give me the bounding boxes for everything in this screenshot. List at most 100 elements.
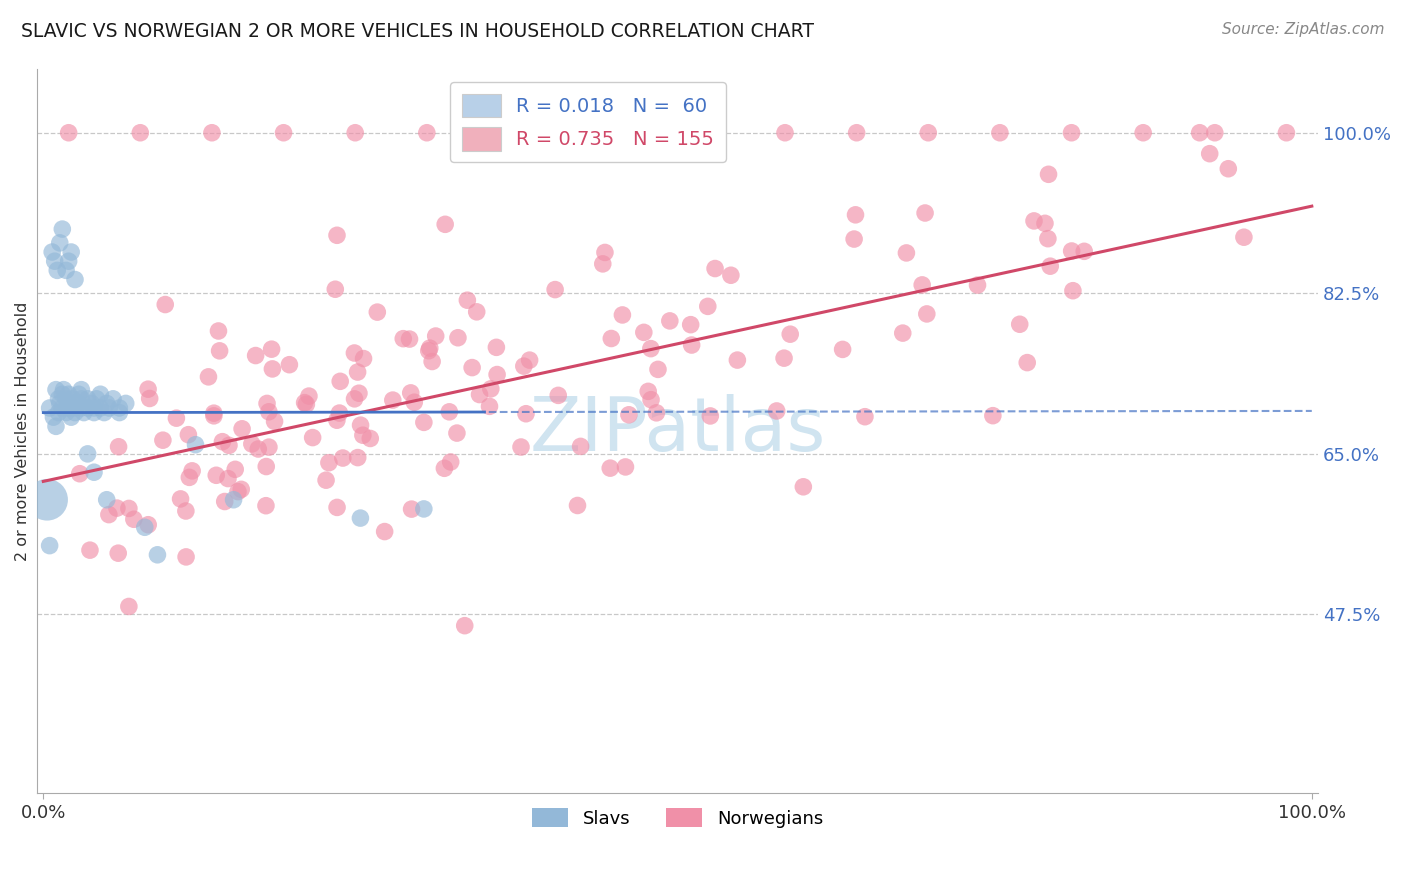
Point bbox=[48, 406, 70, 420]
Point bbox=[295, 397, 318, 411]
Point bbox=[155, 297, 177, 311]
Point bbox=[461, 360, 484, 375]
Point bbox=[118, 599, 141, 614]
Point bbox=[254, 459, 277, 474]
Point bbox=[55, 263, 77, 277]
Point bbox=[60, 401, 83, 415]
Point bbox=[779, 327, 801, 342]
Point bbox=[479, 382, 502, 396]
Point bbox=[1073, 244, 1095, 259]
Point bbox=[42, 410, 65, 425]
Point bbox=[792, 480, 814, 494]
Point bbox=[96, 492, 118, 507]
Point bbox=[599, 461, 621, 475]
Point bbox=[328, 406, 350, 420]
Point bbox=[51, 222, 73, 236]
Point bbox=[96, 396, 118, 410]
Point bbox=[174, 504, 197, 518]
Point bbox=[1188, 126, 1211, 140]
Point bbox=[412, 416, 434, 430]
Point bbox=[67, 396, 90, 410]
Point bbox=[612, 308, 634, 322]
Point bbox=[720, 268, 742, 283]
Point bbox=[56, 401, 79, 415]
Point bbox=[343, 392, 366, 406]
Point bbox=[58, 254, 80, 268]
Point bbox=[35, 492, 58, 507]
Point bbox=[70, 383, 93, 397]
Point bbox=[202, 406, 225, 420]
Point bbox=[600, 331, 623, 345]
Point bbox=[224, 462, 246, 476]
Point bbox=[240, 437, 263, 451]
Point bbox=[420, 354, 443, 368]
Point bbox=[208, 343, 231, 358]
Point bbox=[486, 368, 509, 382]
Point bbox=[107, 546, 129, 560]
Point bbox=[80, 396, 103, 410]
Point bbox=[425, 329, 447, 343]
Point bbox=[58, 396, 80, 410]
Point bbox=[366, 305, 388, 319]
Point bbox=[434, 217, 457, 231]
Point bbox=[83, 465, 105, 479]
Point bbox=[842, 232, 865, 246]
Point bbox=[202, 409, 225, 423]
Point bbox=[399, 385, 422, 400]
Point bbox=[844, 208, 866, 222]
Point bbox=[911, 277, 934, 292]
Point bbox=[211, 434, 233, 449]
Point bbox=[347, 386, 370, 401]
Point bbox=[301, 431, 323, 445]
Point bbox=[245, 349, 267, 363]
Point bbox=[273, 126, 295, 140]
Point bbox=[214, 494, 236, 508]
Point bbox=[681, 338, 703, 352]
Point bbox=[207, 324, 229, 338]
Point bbox=[419, 341, 441, 355]
Point bbox=[86, 392, 108, 406]
Point bbox=[49, 235, 72, 250]
Point bbox=[468, 387, 491, 401]
Point bbox=[915, 307, 938, 321]
Point bbox=[118, 501, 141, 516]
Point bbox=[515, 407, 537, 421]
Point bbox=[107, 440, 129, 454]
Point bbox=[76, 392, 98, 406]
Point bbox=[831, 343, 853, 357]
Point bbox=[83, 406, 105, 420]
Point bbox=[773, 351, 796, 366]
Point bbox=[433, 461, 456, 475]
Point bbox=[988, 126, 1011, 140]
Point bbox=[48, 392, 70, 406]
Point bbox=[129, 126, 152, 140]
Point bbox=[231, 483, 253, 497]
Point bbox=[136, 517, 159, 532]
Point bbox=[41, 245, 63, 260]
Point bbox=[45, 383, 67, 397]
Point bbox=[73, 406, 96, 420]
Point bbox=[79, 543, 101, 558]
Point bbox=[696, 299, 718, 313]
Point bbox=[640, 392, 662, 407]
Point bbox=[1233, 230, 1256, 244]
Point bbox=[1060, 244, 1083, 258]
Point bbox=[260, 342, 283, 356]
Point bbox=[456, 293, 478, 308]
Point bbox=[592, 257, 614, 271]
Point bbox=[83, 401, 105, 415]
Point bbox=[896, 246, 918, 260]
Point bbox=[558, 126, 581, 140]
Point bbox=[46, 263, 69, 277]
Point bbox=[63, 406, 86, 420]
Text: Source: ZipAtlas.com: Source: ZipAtlas.com bbox=[1222, 22, 1385, 37]
Point bbox=[704, 261, 727, 276]
Point bbox=[315, 473, 337, 487]
Point bbox=[98, 401, 121, 415]
Point bbox=[1039, 259, 1062, 273]
Point bbox=[1198, 146, 1220, 161]
Point bbox=[70, 401, 93, 415]
Point bbox=[38, 401, 60, 415]
Point bbox=[398, 332, 420, 346]
Point bbox=[513, 359, 536, 373]
